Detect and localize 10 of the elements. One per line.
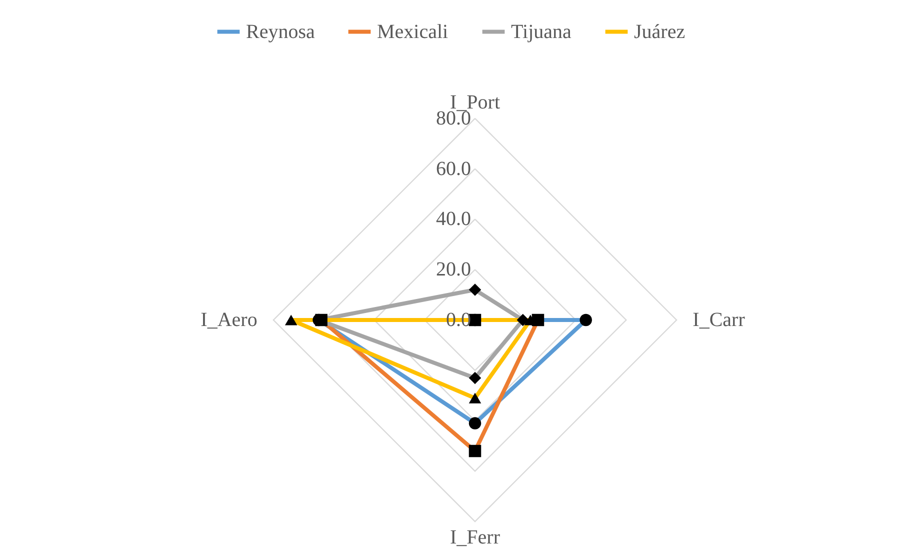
legend-label: Juárez [634,20,686,43]
legend-label: Mexicali [377,20,449,43]
legend-label: Reynosa [246,20,315,43]
y-tick-label: 60.0 [436,158,471,180]
spoke-label: I_Aero [200,309,258,331]
spoke-label: I_Carr [692,309,746,331]
y-tick-label: 40.0 [436,208,471,230]
spoke-label: I_Ferr [450,526,500,549]
legend-label: Tijuana [511,20,572,43]
y-tick-label: 20.0 [436,258,471,281]
